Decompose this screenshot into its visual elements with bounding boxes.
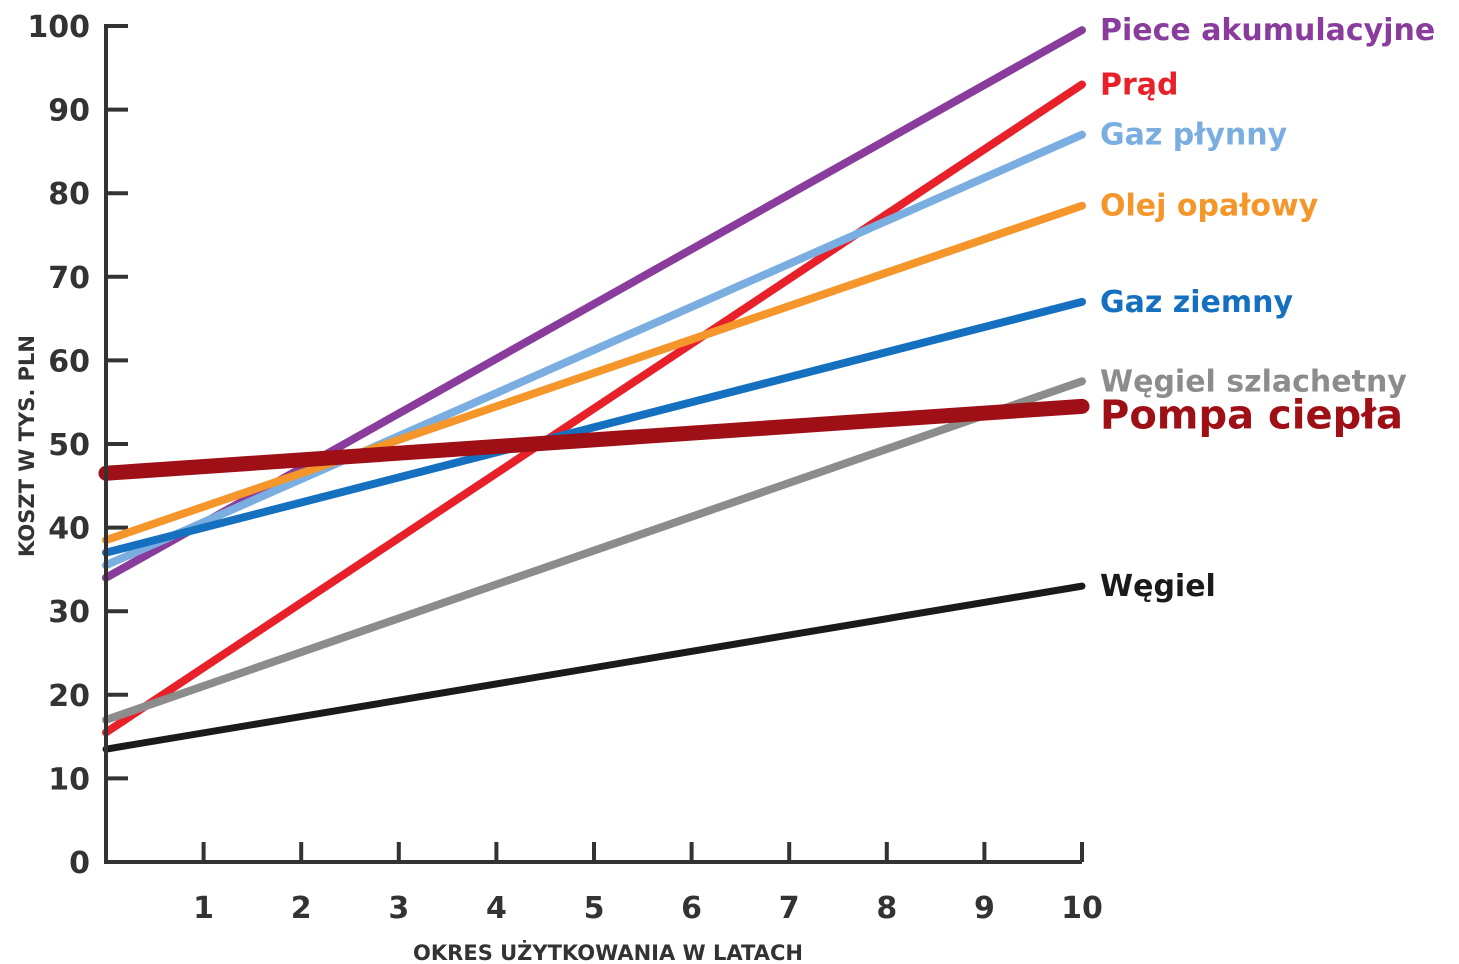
y-axis-ticks: 0 10 20 30 40 50 60 70 80 90 100 (27, 10, 128, 881)
series-line-węgiel-szlachetny (102, 377, 1086, 724)
series-line-pompa-ciepła (98, 398, 1090, 481)
x-tick-label: 8 (876, 891, 897, 926)
series-line-węgiel (102, 582, 1086, 753)
series-line-olej-opałowy (102, 201, 1086, 545)
legend-label: Gaz ziemny (1100, 285, 1293, 320)
legend-label: Prąd (1100, 68, 1179, 103)
legend-label: Piece akumulacyjne (1100, 13, 1435, 48)
y-tick-label: 70 (48, 261, 90, 296)
series-line-prąd (102, 80, 1086, 737)
series-lines (98, 26, 1090, 753)
legend-label: Olej opałowy (1100, 189, 1319, 224)
y-tick-label: 50 (48, 428, 90, 463)
x-tick-label: 3 (388, 891, 409, 926)
legend-label: Gaz płynny (1100, 118, 1288, 153)
x-tick-label: 5 (584, 891, 605, 926)
series-line-gaz-ziemny (102, 297, 1086, 557)
y-tick-label: 40 (48, 512, 90, 547)
y-tick-label: 10 (48, 762, 90, 797)
y-tick-label: 100 (27, 10, 90, 45)
legend: Piece akumulacyjne Prąd Gaz płynny Olej opa… (1100, 13, 1435, 604)
x-tick-label: 7 (779, 891, 800, 926)
series-line-piece-akumulacyjne (102, 26, 1086, 582)
y-tick-label: 60 (48, 344, 90, 379)
y-tick-label: 90 (48, 94, 90, 129)
y-axis-title: KOSZT W TYS. PLN (15, 335, 39, 557)
legend-label: Pompa ciepła (1100, 392, 1403, 438)
x-tick-label: 1 (193, 891, 214, 926)
x-tick-label: 6 (681, 891, 702, 926)
y-tick-label: 80 (48, 177, 90, 212)
legend-label: Węgiel szlachetny (1100, 364, 1407, 399)
x-axis-title: OKRES UŻYTKOWANIA W LATACH (413, 940, 803, 964)
y-tick-label: 20 (48, 679, 90, 714)
y-tick-label: 30 (48, 595, 90, 630)
x-tick-label: 2 (291, 891, 312, 926)
x-tick-label: 9 (974, 891, 995, 926)
y-tick-label: 0 (69, 846, 90, 881)
x-tick-label: 4 (486, 891, 507, 926)
x-tick-label: 10 (1061, 891, 1103, 926)
legend-label: Węgiel (1100, 569, 1216, 604)
x-axis-ticks: 1 2 3 4 5 6 7 8 9 10 (193, 842, 1103, 926)
series-line-gaz-płynny (102, 130, 1086, 570)
